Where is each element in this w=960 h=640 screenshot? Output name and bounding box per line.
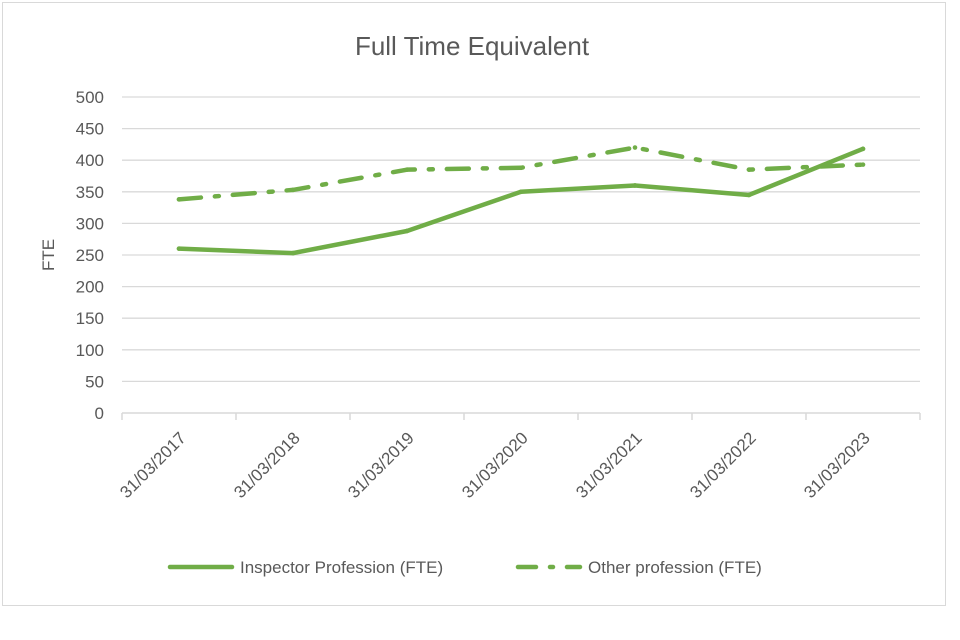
data-point xyxy=(632,183,638,188)
x-tick-label: 31/03/2022 xyxy=(686,428,760,502)
data-point xyxy=(176,197,182,202)
y-tick-label: 400 xyxy=(76,151,104,170)
data-point xyxy=(860,146,866,152)
y-tick-label: 150 xyxy=(76,309,104,328)
data-point xyxy=(746,192,752,198)
data-point xyxy=(518,189,524,195)
y-axis-label: FTE xyxy=(39,239,58,271)
y-tick-label: 250 xyxy=(76,246,104,265)
data-point xyxy=(176,246,182,251)
y-tick-label: 350 xyxy=(76,183,104,202)
x-tick-label: 31/03/2023 xyxy=(800,428,874,502)
chart-title: Full Time Equivalent xyxy=(355,31,590,61)
legend-label-2: Other profession (FTE) xyxy=(588,558,762,577)
y-axis-ticks: 0 50 100 150 200 250 300 350 400 450 500 xyxy=(76,88,104,423)
y-tick-label: 100 xyxy=(76,341,104,360)
data-point xyxy=(404,228,410,234)
data-point xyxy=(290,187,296,193)
chart-frame xyxy=(2,2,946,606)
y-tick-label: 200 xyxy=(76,278,104,297)
data-point xyxy=(632,145,638,150)
data-point xyxy=(290,250,296,256)
data-point xyxy=(404,167,410,172)
x-tick-label: 31/03/2019 xyxy=(344,428,418,502)
y-tick-label: 300 xyxy=(76,214,104,233)
y-tick-label: 500 xyxy=(76,88,104,107)
gridlines xyxy=(122,96,920,383)
series-line-1 xyxy=(176,146,866,256)
x-tick-label: 31/03/2017 xyxy=(116,428,190,502)
x-axis: 31/03/2017 31/03/2018 31/03/2019 31/03/2020… xyxy=(116,412,921,502)
legend: Inspector Profession (FTE) Other professi… xyxy=(167,558,762,577)
x-tick-label: 31/03/2020 xyxy=(458,428,532,502)
y-tick-label: 450 xyxy=(76,120,104,139)
series-group xyxy=(176,145,866,256)
y-tick-label: 50 xyxy=(85,372,104,391)
data-point xyxy=(860,162,866,167)
x-tick-label: 31/03/2018 xyxy=(230,428,304,502)
y-tick-label: 0 xyxy=(95,404,104,423)
data-point xyxy=(518,165,524,171)
legend-label-1: Inspector Profession (FTE) xyxy=(240,558,443,577)
x-tick-label: 31/03/2021 xyxy=(572,428,646,502)
data-point xyxy=(746,167,752,172)
